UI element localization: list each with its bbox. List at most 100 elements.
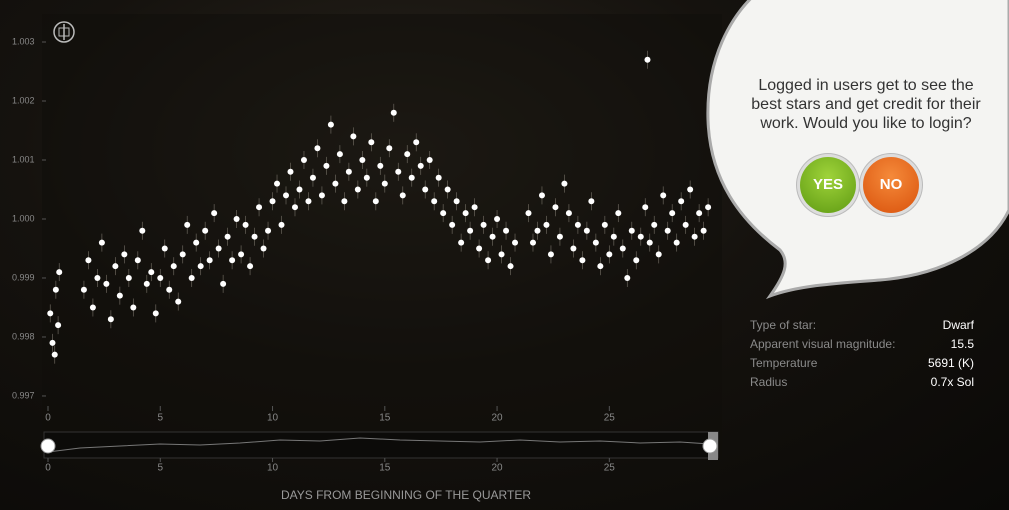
data-point [269, 198, 276, 205]
data-point [80, 286, 87, 293]
data-point [556, 233, 563, 240]
data-point [157, 274, 164, 281]
data-point [687, 186, 694, 193]
data-point [534, 227, 541, 234]
data-point [341, 198, 348, 205]
data-point [503, 227, 510, 234]
data-point [440, 210, 447, 217]
data-point [51, 351, 58, 358]
data-point [467, 227, 474, 234]
data-point [471, 204, 478, 211]
data-point [655, 251, 662, 258]
info-label: Type of star: [750, 318, 817, 332]
data-point [247, 263, 254, 270]
info-label: Apparent visual magnitude: [750, 337, 896, 351]
data-point [431, 198, 438, 205]
data-point [260, 245, 267, 252]
data-point [256, 204, 263, 211]
x-tick-label: 20 [491, 413, 503, 424]
data-point [637, 233, 644, 240]
info-value: 5691 (K) [927, 356, 974, 370]
data-point [211, 210, 218, 217]
y-tick-label: 0.997 [12, 390, 35, 400]
info-label: Radius [750, 375, 788, 389]
data-point [444, 186, 451, 193]
data-point [103, 280, 110, 287]
data-point [274, 180, 281, 187]
plot-area [42, 14, 722, 460]
data-point [588, 198, 595, 205]
info-label: Temperature [750, 356, 818, 370]
data-point [229, 257, 236, 264]
data-point [193, 239, 200, 246]
x-tick-label: 0 [45, 413, 51, 424]
info-row: Temperature 5691 (K) [750, 356, 974, 370]
data-point [94, 274, 101, 281]
data-point [85, 257, 92, 264]
data-point [538, 192, 545, 199]
data-point [359, 156, 366, 163]
data-point [363, 174, 370, 181]
data-point [592, 239, 599, 246]
data-point [565, 210, 572, 217]
popup-message: Logged in users get to see the best star… [751, 77, 981, 132]
navigator-tick-label: 5 [157, 463, 163, 474]
data-point [547, 251, 554, 258]
data-point [305, 198, 312, 205]
toggle-icon[interactable] [53, 21, 75, 43]
navigator-tick-label: 25 [604, 463, 616, 474]
data-point [417, 162, 424, 169]
data-point [300, 156, 307, 163]
data-point [507, 263, 514, 270]
data-point [323, 162, 330, 169]
data-point [224, 233, 231, 240]
data-point [89, 304, 96, 311]
y-tick-label: 1.001 [12, 154, 35, 164]
data-point [512, 239, 519, 246]
data-point [624, 274, 631, 281]
data-point [669, 210, 676, 217]
data-point [435, 174, 442, 181]
data-point [399, 192, 406, 199]
data-point [498, 251, 505, 258]
data-point [121, 251, 128, 258]
data-point [485, 257, 492, 264]
data-point [395, 168, 402, 175]
data-point [619, 245, 626, 252]
y-tick-label: 0.999 [12, 272, 35, 282]
data-point [574, 221, 581, 228]
data-point [112, 263, 119, 270]
bubble [706, 0, 1009, 300]
data-point [372, 198, 379, 205]
data-point [55, 322, 62, 329]
data-point [615, 210, 622, 217]
data-point [413, 139, 420, 146]
data-point [318, 192, 325, 199]
data-point [179, 251, 186, 258]
data-point [170, 263, 177, 270]
data-point [134, 257, 141, 264]
data-point [206, 257, 213, 264]
data-point [525, 210, 532, 217]
data-point [188, 274, 195, 281]
data-point [561, 180, 568, 187]
navigator-handle-left[interactable] [40, 438, 56, 454]
yes-button[interactable]: YES [800, 157, 856, 213]
data-point [700, 227, 707, 234]
data-point [453, 198, 460, 205]
no-button[interactable]: NO [863, 157, 919, 213]
data-point [143, 280, 150, 287]
data-point [175, 298, 182, 305]
data-point [377, 162, 384, 169]
data-point [125, 274, 132, 281]
data-point [265, 227, 272, 234]
info-row: Apparent visual magnitude: 15.5 [750, 337, 974, 351]
data-point [426, 156, 433, 163]
data-point [646, 239, 653, 246]
data-point [98, 239, 105, 246]
navigator-handle-right[interactable] [702, 438, 718, 454]
navigator-tick-label: 20 [491, 463, 503, 474]
